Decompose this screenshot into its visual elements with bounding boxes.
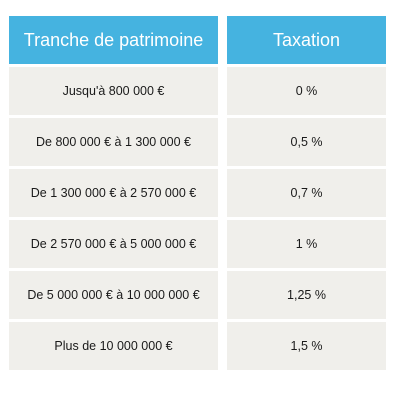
header-taxation: Taxation <box>227 16 386 64</box>
rate-cell: 1,25 % <box>227 271 386 319</box>
bracket-cell: De 800 000 € à 1 300 000 € <box>9 118 218 166</box>
header-wealth-bracket: Tranche de patrimoine <box>9 16 218 64</box>
bracket-cell: De 5 000 000 € à 10 000 000 € <box>9 271 218 319</box>
table-row: De 800 000 € à 1 300 000 € 0,5 % <box>9 118 386 166</box>
bracket-cell: De 2 570 000 € à 5 000 000 € <box>9 220 218 268</box>
table-row: De 5 000 000 € à 10 000 000 € 1,25 % <box>9 271 386 319</box>
table-row: De 2 570 000 € à 5 000 000 € 1 % <box>9 220 386 268</box>
rate-cell: 1,5 % <box>227 322 386 370</box>
table-row: Plus de 10 000 000 € 1,5 % <box>9 322 386 370</box>
rate-cell: 0 % <box>227 67 386 115</box>
rate-cell: 0,5 % <box>227 118 386 166</box>
bracket-cell: De 1 300 000 € à 2 570 000 € <box>9 169 218 217</box>
bracket-cell: Plus de 10 000 000 € <box>9 322 218 370</box>
table-row: Jusqu'à 800 000 € 0 % <box>9 67 386 115</box>
table-header-row: Tranche de patrimoine Taxation <box>9 16 386 64</box>
tax-bracket-table: Tranche de patrimoine Taxation Jusqu'à 8… <box>9 16 386 373</box>
bracket-cell: Jusqu'à 800 000 € <box>9 67 218 115</box>
rate-cell: 1 % <box>227 220 386 268</box>
table-row: De 1 300 000 € à 2 570 000 € 0,7 % <box>9 169 386 217</box>
rate-cell: 0,7 % <box>227 169 386 217</box>
